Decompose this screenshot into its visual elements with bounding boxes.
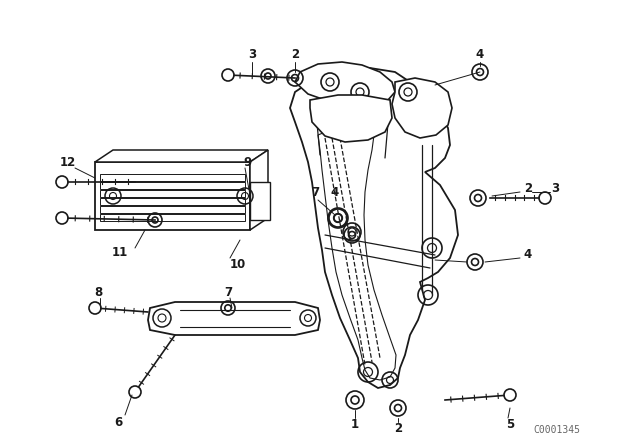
Text: C0001345: C0001345 bbox=[533, 425, 580, 435]
Polygon shape bbox=[392, 78, 452, 138]
Polygon shape bbox=[295, 62, 395, 104]
Polygon shape bbox=[290, 68, 458, 388]
Text: 3: 3 bbox=[551, 181, 559, 194]
Text: 7: 7 bbox=[224, 285, 232, 298]
Text: 8: 8 bbox=[94, 285, 102, 298]
Text: 7: 7 bbox=[311, 185, 319, 198]
Text: 4: 4 bbox=[331, 185, 339, 198]
Text: 9: 9 bbox=[244, 155, 252, 168]
Text: 2: 2 bbox=[291, 47, 299, 60]
Polygon shape bbox=[250, 150, 268, 230]
Text: 2: 2 bbox=[394, 422, 402, 435]
Text: 4: 4 bbox=[476, 47, 484, 60]
Polygon shape bbox=[318, 126, 396, 380]
Polygon shape bbox=[250, 182, 270, 220]
Polygon shape bbox=[95, 150, 268, 162]
Text: 6: 6 bbox=[114, 415, 122, 428]
Text: 3: 3 bbox=[248, 48, 256, 61]
Text: 1: 1 bbox=[351, 418, 359, 431]
Polygon shape bbox=[310, 95, 392, 142]
Polygon shape bbox=[148, 302, 320, 335]
Text: 11: 11 bbox=[112, 246, 128, 258]
Text: 10: 10 bbox=[230, 258, 246, 271]
Text: 2: 2 bbox=[524, 181, 532, 194]
Polygon shape bbox=[95, 162, 250, 230]
Text: 12: 12 bbox=[60, 155, 76, 168]
Text: 4: 4 bbox=[524, 249, 532, 262]
Text: 5: 5 bbox=[506, 418, 514, 431]
